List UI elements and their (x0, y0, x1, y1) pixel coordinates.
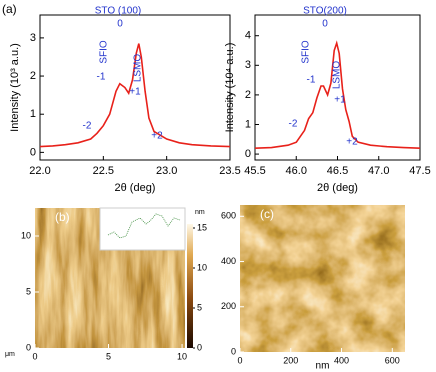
x-tick-label: 47.5 (409, 165, 430, 177)
y-tick-label: 3 (245, 59, 251, 71)
y-tick-label: 3 (30, 32, 36, 44)
annotation: 0 (117, 19, 123, 30)
annotation: SFIO (99, 40, 110, 64)
x-tick-label: 22.0 (29, 165, 50, 177)
x-tick-label: 10 (177, 351, 187, 361)
y-tick-label: 0 (231, 346, 236, 356)
y-tick-label: 5 (26, 286, 31, 296)
x-tick-label: 5 (106, 351, 111, 361)
y-tick-label: 1 (30, 108, 36, 120)
y-tick-label: 200 (221, 301, 236, 311)
annotation: 0 (322, 19, 328, 30)
colorbar-label: nm (195, 209, 205, 216)
annotation: -1 (307, 75, 316, 86)
y-tick-label: 600 (221, 211, 236, 221)
annotation: STO (100) (95, 6, 142, 17)
x-tick-label: 46.5 (327, 165, 348, 177)
x-tick-label: 46.0 (286, 165, 307, 177)
profile-inset (99, 207, 186, 251)
plot-frame (39, 14, 231, 161)
x-tick-label: 400 (334, 355, 349, 365)
profile-trace (107, 213, 181, 239)
x-unit-label: μm (5, 351, 15, 358)
y-tick-label: 0 (30, 146, 36, 158)
x-tick-label: 47.0 (368, 165, 389, 177)
data-line (39, 43, 231, 148)
annotation: -1 (97, 72, 106, 83)
annotation: LSMO (133, 54, 144, 83)
y-tick-label: 2 (245, 89, 251, 101)
afm-image (240, 205, 405, 352)
panel-label: (b) (55, 210, 70, 224)
panel-label: (a) (2, 2, 17, 16)
y-tick-label: 1 (245, 118, 251, 130)
annotation: -2 (289, 119, 298, 130)
colorbar-tick-label: 5 (197, 302, 202, 312)
x-tick-label: 22.5 (93, 165, 114, 177)
x-axis-label: 2θ (deg) (317, 182, 358, 194)
colorbar-tick-label: 15 (197, 222, 207, 232)
y-axis-label: Intensity (10⁴ a.u.) (224, 43, 236, 133)
y-tick-label: 0 (245, 148, 251, 160)
annotation: STO(200) (303, 6, 347, 17)
y-tick-label: 10 (21, 230, 31, 240)
y-tick-label: 2 (30, 70, 36, 82)
colorbar-tick-label: 0 (197, 342, 202, 352)
x-axis-label: nm (316, 361, 330, 372)
y-tick-label: 4 (245, 30, 251, 42)
x-tick-label: 200 (283, 355, 298, 365)
colorbar (187, 224, 193, 348)
y-tick-label: 0 (26, 342, 31, 352)
annotation: +2 (346, 137, 358, 148)
annotation: +1 (129, 87, 141, 98)
colorbar-tick-label: 10 (197, 262, 207, 272)
annotation: +1 (334, 95, 346, 106)
annotation: -2 (83, 121, 92, 132)
figure-content: (a) 22.0 22.5 23.0 23.5 0 1 2 3 2θ (deg) Intensity… (2, 2, 431, 371)
x-tick-label: 0 (32, 351, 37, 361)
annotation: +2 (151, 131, 163, 142)
x-tick-label: 600 (385, 355, 400, 365)
annotation: LSMO (332, 61, 343, 90)
data-line (254, 40, 421, 149)
annotation: SFIO (301, 40, 312, 64)
panel-label: (c) (260, 207, 274, 221)
x-tick-label: 23.5 (219, 165, 240, 177)
x-tick-label: 23.0 (156, 165, 177, 177)
x-axis-label: 2θ (deg) (115, 182, 156, 194)
y-tick-label: 400 (221, 256, 236, 266)
x-tick-label: 45.5 (244, 165, 265, 177)
x-tick-label: 0 (237, 355, 242, 365)
y-axis-label: Intensity (10³ a.u.) (9, 43, 21, 132)
